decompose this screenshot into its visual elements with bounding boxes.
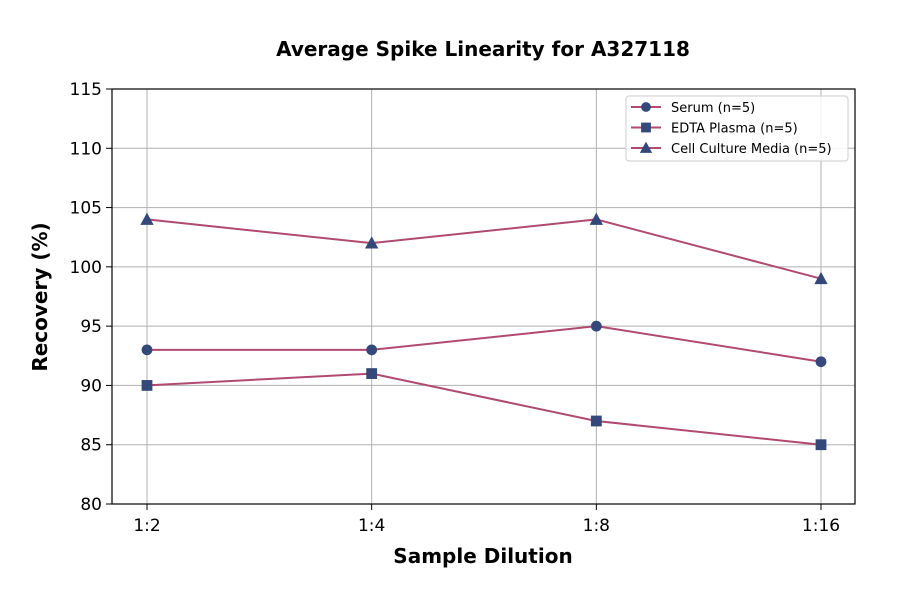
x-tick-label: 1:16: [802, 516, 840, 536]
data-point: [815, 439, 827, 451]
series-square: [141, 368, 827, 451]
y-tick-label: 105: [70, 199, 102, 219]
data-point: [590, 415, 602, 427]
legend-label: Cell Culture Media (n=5): [671, 142, 832, 157]
legend-marker-square: [641, 122, 651, 133]
y-tick-label: 100: [70, 258, 102, 278]
legend-label: Serum (n=5): [671, 101, 755, 116]
data-point: [366, 368, 378, 379]
chart-title: Average Spike Linearity for A327118: [276, 37, 690, 61]
data-point: [815, 356, 827, 368]
data-point: [140, 212, 154, 225]
data-point: [364, 236, 379, 249]
legend-marker-triangle: [639, 141, 653, 153]
x-tick-label: 1:4: [358, 516, 385, 536]
series-line: [147, 325, 822, 363]
y-tick-label: 110: [70, 139, 102, 159]
y-tick-label: 80: [80, 495, 102, 515]
legend-box: [625, 95, 849, 162]
x-axis-label: Sample Dilution: [393, 544, 572, 568]
y-axis-label: Recovery (%): [28, 222, 52, 371]
data-point: [366, 344, 378, 356]
series-line: [146, 372, 822, 446]
x-tick-label: 1:8: [583, 516, 610, 536]
legend-marker-circle: [641, 102, 651, 112]
plot-frame: [111, 88, 856, 505]
data-point: [141, 344, 153, 356]
y-tick-label: 95: [80, 317, 102, 337]
legend-label: EDTA Plasma (n=5): [671, 122, 798, 137]
y-tick-label: 90: [80, 376, 102, 396]
y-tick-label: 85: [80, 436, 102, 456]
legend: Serum (n=5) EDTA Plasma (n=5) Cell Culture…: [625, 95, 849, 162]
data-point: [814, 271, 828, 285]
data-point: [590, 320, 602, 332]
data-point: [141, 380, 153, 391]
series-circle: [141, 320, 827, 368]
data-point: [589, 212, 604, 225]
series-triangle: [140, 212, 828, 285]
x-tick-label: 1:2: [133, 516, 160, 536]
series-line: [146, 218, 822, 280]
y-tick-label: 115: [70, 80, 102, 100]
